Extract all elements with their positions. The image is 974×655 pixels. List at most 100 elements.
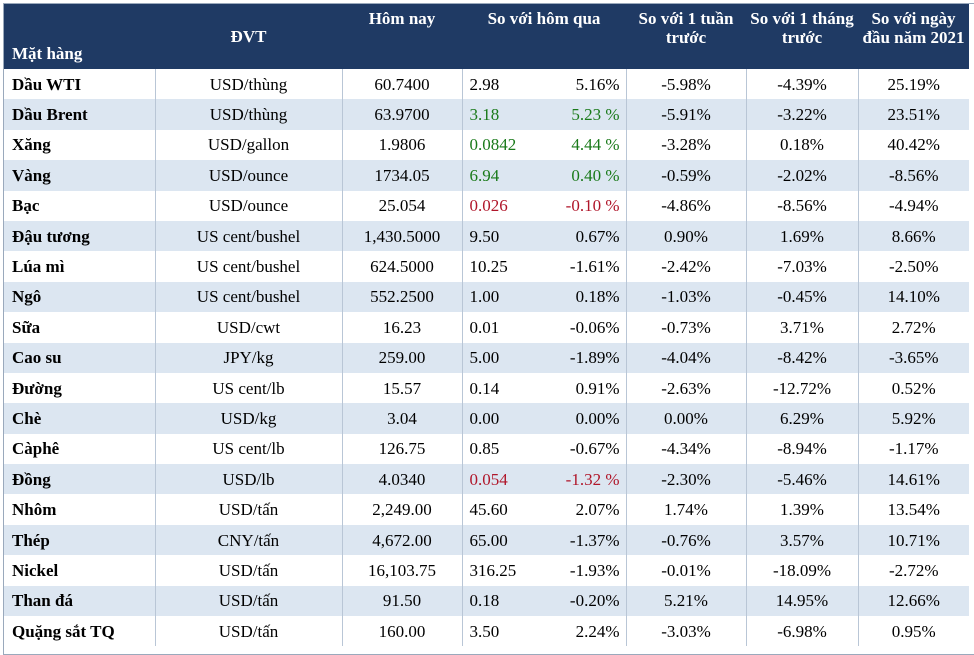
change-percent-cell: 0.00%: [546, 403, 627, 434]
unit-cell: USD/cwt: [155, 312, 343, 343]
today-price-cell: 2,249.00: [342, 494, 463, 525]
month-change-cell: -5.46%: [746, 464, 859, 495]
week-change-cell: 5.21%: [626, 585, 747, 617]
month-change-cell: 0.18%: [746, 129, 859, 161]
change-value-cell: 0.026: [469, 196, 508, 216]
header-vs-month: So với 1 tháng trước: [750, 9, 854, 47]
table-row: Xăng USD/gallon 1.9806 0.0842 4.44 % -3.28% 0.…: [3, 129, 969, 161]
table-header: Mặt hàng ĐVT Hôm nay So với hôm qua So v…: [3, 3, 969, 69]
item-name-cell: Bạc: [3, 190, 156, 221]
unit-cell: CNY/tấn: [155, 524, 343, 556]
ytd-change-cell: 14.61%: [887, 469, 940, 489]
change-percent-cell: -1.61%: [546, 251, 627, 282]
today-price-cell: 624.5000: [342, 251, 463, 282]
week-change-cell: -2.30%: [626, 464, 747, 495]
ytd-change-cell: 12.66%: [887, 591, 940, 611]
unit-cell: US cent/lb: [155, 372, 343, 404]
change-value-cell: 3.50: [469, 621, 500, 641]
table-row: Đường US cent/lb 15.57 0.14 0.91% -2.63% -12.7…: [3, 372, 969, 404]
unit-cell: USD/tấn: [155, 494, 343, 525]
month-change-cell: 3.57%: [746, 524, 859, 556]
ytd-change-cell: 0.95%: [891, 621, 936, 641]
unit-cell: USD/ounce: [155, 160, 343, 191]
unit-cell: USD/thùng: [155, 69, 343, 100]
item-name-cell: Đậu tương: [3, 220, 156, 252]
table-row: Lúa mì US cent/bushel 624.5000 10.25 -1.61% -…: [3, 251, 969, 282]
table-row: Than đá USD/tấn 91.50 0.18 -0.20% 5.21% 14.95%…: [3, 585, 969, 617]
week-change-cell: -4.86%: [626, 190, 747, 221]
month-change-cell: -8.94%: [746, 433, 859, 465]
ytd-change-cell: -4.94%: [888, 196, 939, 216]
table-row: Nickel USD/tấn 16,103.75 316.25 -1.93% -0.01%…: [3, 555, 969, 586]
item-name-cell: Cao su: [3, 342, 156, 373]
today-price-cell: 1,430.5000: [342, 220, 463, 252]
week-change-cell: -4.34%: [626, 433, 747, 465]
unit-cell: US cent/lb: [155, 433, 343, 465]
item-name-cell: Quặng sắt TQ: [3, 616, 156, 647]
unit-cell: USD/thùng: [155, 99, 343, 130]
ytd-change-cell: 13.54%: [887, 500, 940, 520]
item-name-cell: Than đá: [3, 585, 156, 617]
unit-cell: USD/tấn: [155, 555, 343, 586]
item-name-cell: Lúa mì: [3, 251, 156, 282]
change-percent-cell: -0.20%: [546, 585, 627, 617]
change-value-cell: 0.14: [469, 378, 500, 398]
table-row: Đồng USD/lb 4.0340 0.054 -1.32 % -2.30% -5.46%…: [3, 464, 969, 495]
table-row: Chè USD/kg 3.04 0.00 0.00% 0.00% 6.29% 5.92%: [3, 403, 969, 434]
today-price-cell: 1.9806: [342, 129, 463, 161]
commodity-price-table: Mặt hàng ĐVT Hôm nay So với hôm qua So v…: [3, 3, 969, 647]
item-name-cell: Đồng: [3, 464, 156, 495]
table-row: Dầu WTI USD/thùng 60.7400 2.98 5.16% -5.98% -4…: [3, 69, 969, 100]
change-value-cell: 6.94: [469, 165, 500, 185]
month-change-cell: 1.39%: [746, 494, 859, 525]
header-vs-ytd: So với ngày đầu năm 2021: [862, 9, 965, 47]
change-percent-cell: 0.91%: [546, 372, 627, 404]
change-value-cell: 3.18: [469, 105, 500, 125]
change-percent-cell: 0.18%: [546, 281, 627, 313]
week-change-cell: -2.42%: [626, 251, 747, 282]
change-percent-cell: 0.67%: [546, 220, 627, 252]
month-change-cell: -12.72%: [746, 372, 859, 404]
change-percent-cell: 4.44 %: [546, 129, 627, 161]
month-change-cell: -8.42%: [746, 342, 859, 373]
table-row: Ngô US cent/bushel 552.2500 1.00 0.18% -1.03%…: [3, 281, 969, 313]
today-price-cell: 25.054: [342, 190, 463, 221]
item-name-cell: Chè: [3, 403, 156, 434]
table-row: Bạc USD/ounce 25.054 0.026 -0.10 % -4.86% -8.5…: [3, 190, 969, 221]
table-row: Đậu tương US cent/bushel 1,430.5000 9.50 0.6…: [3, 220, 969, 252]
unit-cell: US cent/bushel: [155, 251, 343, 282]
change-percent-cell: -1.93%: [546, 555, 627, 586]
ytd-change-cell: 2.72%: [891, 317, 936, 337]
change-value-cell: 10.25: [469, 257, 508, 277]
table-row: Quặng sắt TQ USD/tấn 160.00 3.50 2.24% -3.03%…: [3, 616, 969, 647]
week-change-cell: -4.04%: [626, 342, 747, 373]
today-price-cell: 4.0340: [342, 464, 463, 495]
today-price-cell: 4,672.00: [342, 524, 463, 556]
today-price-cell: 126.75: [342, 433, 463, 465]
week-change-cell: 0.00%: [626, 403, 747, 434]
month-change-cell: -4.39%: [746, 69, 859, 100]
today-price-cell: 552.2500: [342, 281, 463, 313]
change-value-cell: 65.00: [469, 530, 508, 550]
change-percent-cell: 2.24%: [546, 616, 627, 647]
header-vs-yesterday: So với hôm qua: [487, 9, 601, 28]
item-name-cell: Vàng: [3, 160, 156, 191]
unit-cell: USD/kg: [155, 403, 343, 434]
commodity-price-table-container: Mặt hàng ĐVT Hôm nay So với hôm qua So v…: [3, 3, 974, 655]
week-change-cell: -0.76%: [626, 524, 747, 556]
ytd-change-cell: -1.17%: [888, 439, 939, 459]
table-row: Vàng USD/ounce 1734.05 6.94 0.40 % -0.59% -2.0…: [3, 160, 969, 191]
change-value-cell: 316.25: [469, 560, 517, 580]
month-change-cell: -6.98%: [746, 616, 859, 647]
item-name-cell: Dầu WTI: [3, 69, 156, 100]
unit-cell: US cent/bushel: [155, 281, 343, 313]
today-price-cell: 259.00: [342, 342, 463, 373]
item-name-cell: Dầu Brent: [3, 99, 156, 130]
item-name-cell: Sữa: [3, 312, 156, 343]
item-name-cell: Nickel: [3, 555, 156, 586]
change-value-cell: 0.00: [469, 408, 500, 428]
month-change-cell: -2.02%: [746, 160, 859, 191]
today-price-cell: 160.00: [342, 616, 463, 647]
week-change-cell: -2.63%: [626, 372, 747, 404]
unit-cell: USD/gallon: [155, 129, 343, 161]
